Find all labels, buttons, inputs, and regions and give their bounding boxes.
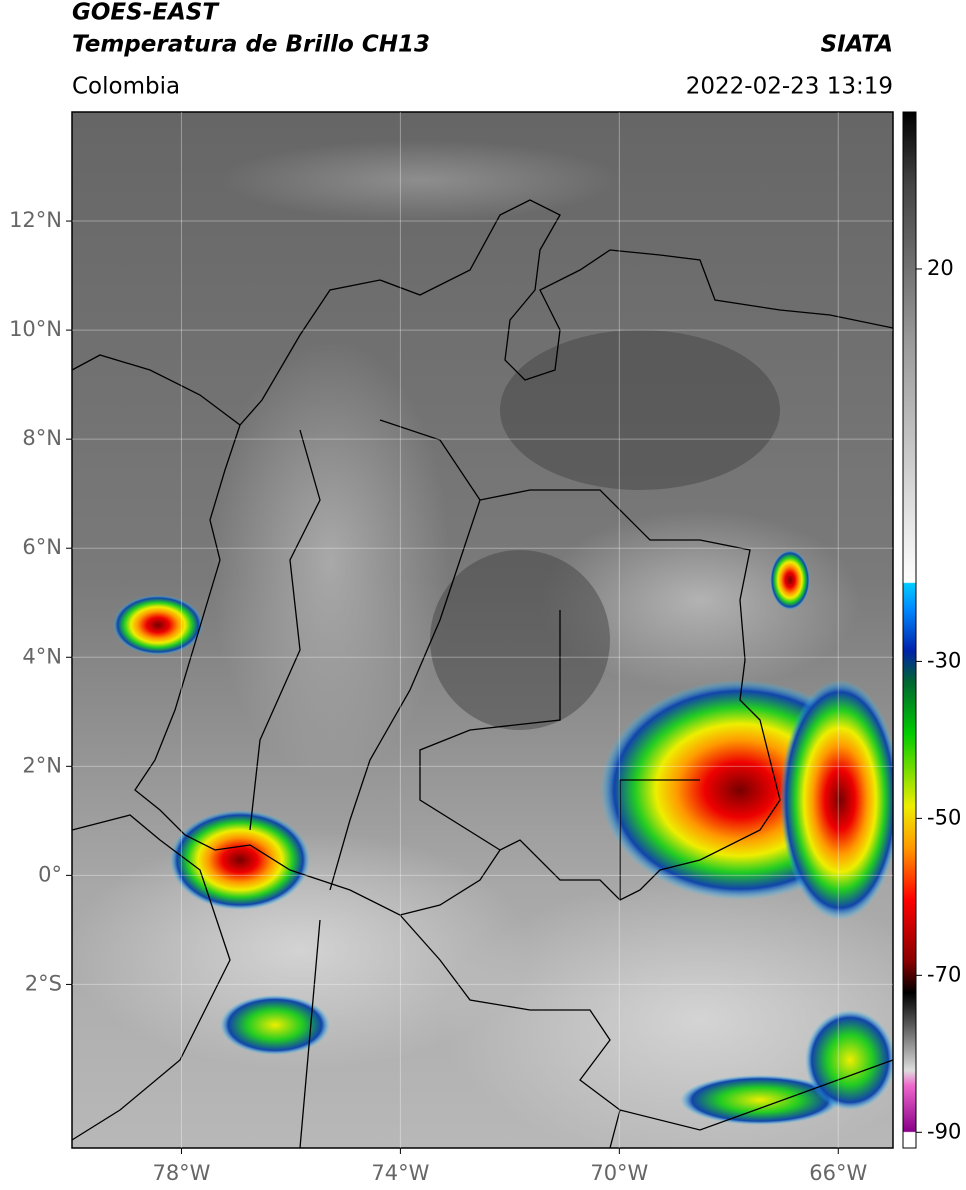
colorbar-tick-label: -50: [927, 805, 961, 829]
source: SIATA: [821, 32, 893, 58]
x-tick-label: 78°W: [152, 1161, 210, 1185]
colorbar-tick-label: -90: [927, 1119, 961, 1143]
colorbar-tick-label: -70: [927, 962, 961, 986]
y-tick-label: 8°N: [22, 426, 62, 450]
y-tick-label: 2°S: [25, 971, 62, 995]
datetime: 2022-02-23 13:19: [686, 74, 893, 100]
y-tick-label: 12°N: [9, 208, 62, 232]
y-tick-label: 2°N: [22, 753, 62, 777]
y-tick-label: 0°: [38, 862, 62, 886]
colorbar: [902, 111, 917, 1149]
colorbar-tick-label: 20: [927, 256, 954, 280]
y-tick-label: 6°N: [22, 535, 62, 559]
satellite-image: [72, 112, 893, 1148]
x-tick-label: 70°W: [590, 1161, 648, 1185]
region: Colombia: [72, 74, 180, 100]
x-tick-label: 66°W: [809, 1161, 867, 1185]
product: Temperatura de Brillo CH13: [72, 32, 430, 58]
title: GOES-EAST: [72, 0, 220, 26]
map-frame: [71, 111, 894, 1149]
x-tick-label: 74°W: [371, 1161, 429, 1185]
colorbar-tick-label: -30: [927, 648, 961, 672]
y-tick-label: 10°N: [9, 317, 62, 341]
y-tick-label: 4°N: [22, 644, 62, 668]
